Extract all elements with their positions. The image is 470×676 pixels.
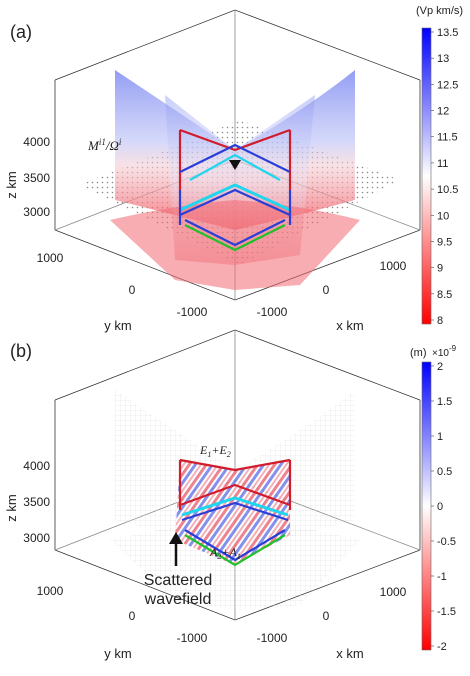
colorbar-tick-label: -0.5	[437, 536, 456, 548]
panel-b-annotation-bottom: A2+A1	[209, 545, 241, 561]
colorbar-tick-label: 1	[437, 431, 443, 443]
panel-b-wavefield	[175, 460, 290, 565]
x-tick: -1000	[257, 305, 288, 319]
x-tick: -1000	[257, 631, 288, 645]
x-tick: 0	[323, 283, 330, 297]
panel-a-x-ticks: 1000 0 -1000	[257, 259, 407, 319]
colorbar-tick-label: 12	[437, 106, 449, 118]
panel-b-y-ticks: 1000 0 -1000	[37, 584, 208, 645]
panel-a: (a)	[4, 5, 463, 333]
panel-b-x-label: x km	[336, 646, 363, 661]
y-tick: 1000	[37, 584, 64, 598]
colorbar-tick-label: 13	[437, 53, 449, 65]
colorbar-tick-label: 0.5	[437, 466, 452, 478]
z-tick: 4000	[23, 135, 50, 149]
colorbar-tick-label: 8	[437, 315, 443, 327]
callout-arrow-head-icon	[169, 532, 183, 544]
z-tick: 3000	[23, 531, 50, 545]
colorbar-tick-label: -1.5	[437, 606, 456, 618]
colorbar-tick-label: 13.5	[437, 27, 458, 39]
panel-a-colorbar-unit: (Vp km/s)	[416, 5, 463, 17]
colorbar-tick-label: 0	[437, 501, 443, 513]
panel-a-z-ticks: 4000 3500 3000	[23, 135, 50, 219]
y-tick: 0	[129, 283, 136, 297]
panel-b-y-label: y km	[104, 646, 131, 661]
panel-a-source-marker	[229, 160, 241, 170]
panel-a-y-ticks: 1000 0 -1000	[37, 251, 208, 319]
panel-b-boundaries	[178, 458, 292, 567]
colorbar-tick-label: 2	[437, 361, 443, 373]
colorbar-tick-label: -2	[437, 641, 447, 653]
colorbar-tick-label: 10.5	[437, 184, 458, 196]
panel-b-tag: (b)	[10, 341, 32, 361]
panel-b-z-label: z km	[4, 494, 19, 521]
panel-b-callout: Scattered wavefield	[144, 532, 212, 608]
y-tick: -1000	[177, 631, 208, 645]
y-tick: -1000	[177, 305, 208, 319]
panel-a-tag: (a)	[10, 22, 32, 42]
callout-line-1: Scattered	[144, 572, 212, 589]
colorbar-tick-label: 11	[437, 158, 448, 170]
colorbar-tick-label: 1.5	[437, 396, 452, 408]
y-tick: 0	[129, 609, 136, 623]
panel-a-colorbar: (Vp km/s) 13.5 13 12.5 12 11.5 11 10.5 10 9.5 9 8.…	[416, 5, 463, 327]
callout-line-2: wavefield	[144, 591, 212, 608]
z-tick: 3000	[23, 205, 50, 219]
colorbar-tick-label: 12.5	[437, 79, 458, 91]
panel-a-y-label: y km	[104, 318, 131, 333]
panel-b: (b) E1+E2	[4, 329, 457, 661]
colorbar-tick-label: 11.5	[437, 132, 458, 144]
colorbar-tick-label: 8.5	[437, 289, 452, 301]
x-tick: 0	[323, 609, 330, 623]
colorbar-tick-label: 9	[437, 263, 443, 275]
panel-a-annotation: Mi1/Ωi	[87, 137, 122, 153]
x-tick: 1000	[380, 259, 407, 273]
panel-a-x-label: x km	[336, 318, 363, 333]
panel-b-colorbar: (m) ×10-9 2 1.5 1 0.5 0 -0.5 -1 -1.5 -2	[410, 344, 457, 653]
colorbar-tick-label: 9.5	[437, 236, 452, 248]
panel-a-z-label: z km	[4, 171, 19, 198]
colorbar-tick-label: 10	[437, 210, 449, 222]
z-tick: 4000	[23, 459, 50, 473]
panel-b-annotation-top: E1+E2	[199, 443, 231, 459]
colorbar-tick-label: -1	[437, 571, 447, 583]
panel-a-slices	[110, 70, 360, 290]
y-tick: 1000	[37, 251, 64, 265]
z-tick: 3500	[23, 495, 50, 509]
panel-b-z-ticks: 4000 3500 3000	[23, 459, 50, 545]
z-tick: 3500	[23, 171, 50, 185]
panel-b-x-ticks: 1000 0 -1000	[257, 585, 407, 645]
panel-b-colorbar-unit: (m)	[410, 347, 427, 359]
panel-b-colorbar-exponent: ×10-9	[432, 344, 457, 359]
x-tick: 1000	[380, 585, 407, 599]
panel-a-boundaries	[178, 128, 292, 252]
